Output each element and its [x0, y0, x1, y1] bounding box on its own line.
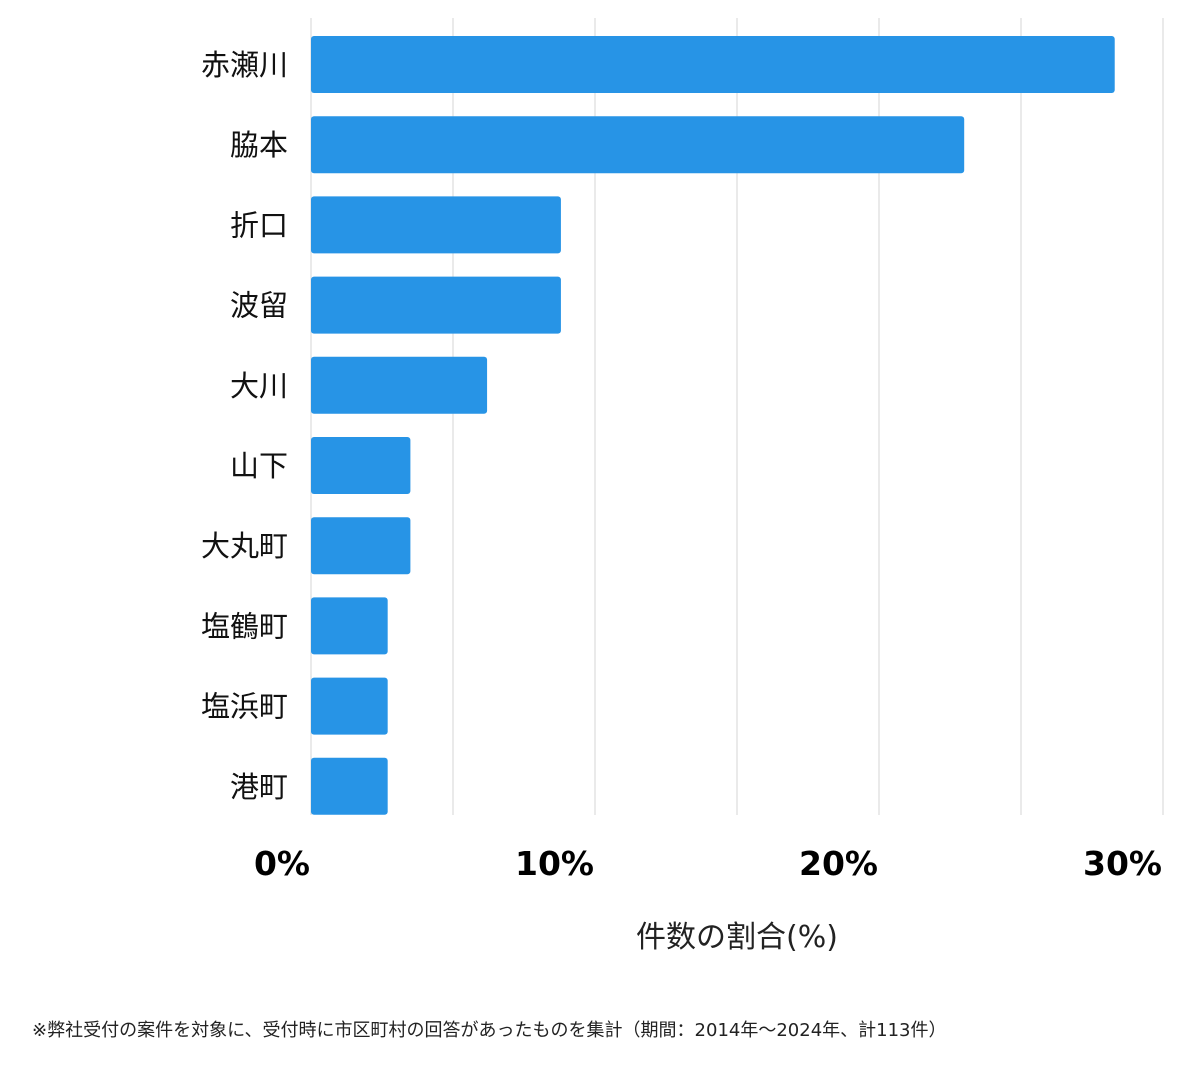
category-label: 波留 [230, 289, 288, 323]
category-label: 大川 [230, 369, 288, 403]
bar [311, 116, 965, 174]
bar [311, 196, 561, 254]
x-tick-label: 10% [515, 844, 594, 883]
category-label: 脇本 [230, 128, 288, 162]
bar [311, 36, 1115, 93]
bar [311, 517, 411, 575]
bar [311, 677, 388, 735]
category-label: 港町 [230, 770, 288, 804]
category-label: 塩鶴町 [201, 609, 288, 643]
category-label: 大丸町 [201, 529, 288, 563]
bar [311, 437, 411, 494]
category-label: 山下 [230, 449, 288, 483]
category-label: 折口 [230, 208, 288, 242]
x-axis-label: 件数の割合(%) [636, 920, 838, 955]
category-label: 赤瀬川 [201, 48, 288, 82]
x-tick-label: 20% [799, 844, 878, 883]
category-label: 塩浜町 [201, 690, 288, 724]
bar [311, 276, 561, 334]
bar [311, 757, 388, 815]
bar [311, 597, 388, 655]
x-tick-label: 30% [1083, 844, 1162, 883]
x-tick-label: 0% [254, 844, 310, 883]
bar [311, 356, 488, 414]
footnote: ※弊社受付の案件を対象に、受付時に市区町村の回答があったものを集計（期間：201… [32, 1020, 947, 1041]
